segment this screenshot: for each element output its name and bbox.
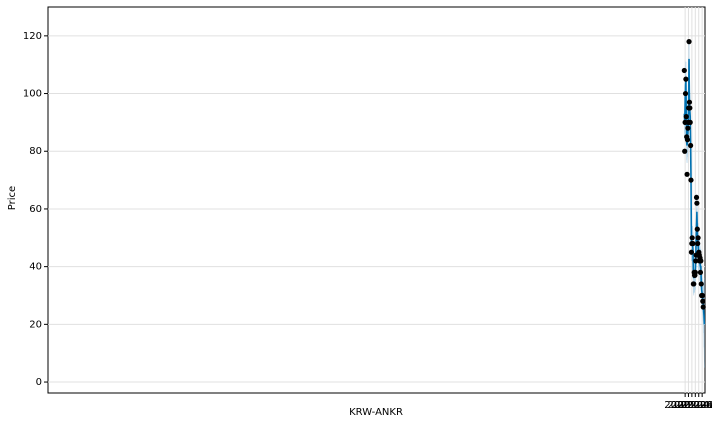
observed-point	[688, 143, 693, 148]
observed-point	[682, 149, 687, 154]
observed-point	[689, 250, 694, 255]
observed-point	[685, 137, 690, 142]
y-tick-label: 0	[36, 377, 42, 388]
observed-point	[687, 100, 692, 105]
y-tick-label: 20	[29, 319, 42, 330]
observed-point	[683, 77, 688, 82]
y-tick-label: 120	[23, 31, 42, 42]
observed-point	[698, 270, 703, 275]
x-tick-label: 2022-12	[681, 400, 712, 411]
observed-point	[684, 114, 689, 119]
x-axis-label: KRW-ANKR	[349, 407, 403, 418]
observed-point	[698, 258, 703, 263]
y-axis-label: Price	[7, 186, 18, 210]
y-tick-label: 100	[23, 89, 42, 100]
plot-area	[48, 7, 705, 393]
observed-point	[699, 281, 704, 286]
observed-point	[682, 68, 687, 73]
y-tick-label: 60	[29, 204, 42, 215]
y-tick-label: 40	[29, 262, 42, 273]
observed-point	[691, 281, 696, 286]
observed-point	[700, 293, 705, 298]
observed-point	[695, 241, 700, 246]
observed-point	[694, 195, 699, 200]
observed-point	[684, 172, 689, 177]
observed-point	[690, 235, 695, 240]
observed-point	[701, 304, 706, 309]
observed-point	[687, 105, 692, 110]
observed-point	[688, 120, 693, 125]
observed-point	[693, 270, 698, 275]
observed-point	[700, 299, 705, 304]
observed-point	[688, 177, 693, 182]
observed-point	[694, 201, 699, 206]
observed-point	[695, 235, 700, 240]
observed-point	[685, 126, 690, 131]
observed-point	[683, 91, 688, 96]
observed-point	[686, 39, 691, 44]
observed-point	[695, 227, 700, 232]
observed-point	[690, 241, 695, 246]
y-tick-label: 80	[29, 146, 42, 157]
